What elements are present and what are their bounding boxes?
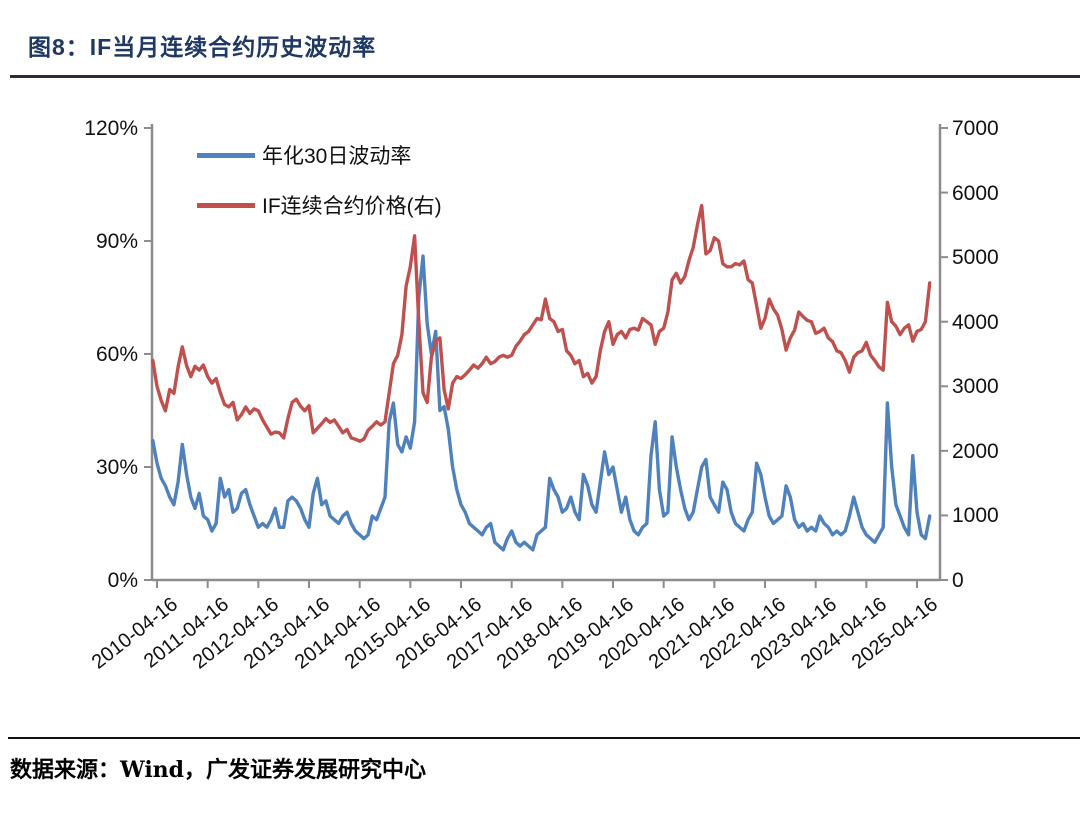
volatility-line-swatch	[197, 152, 255, 158]
right-axis-label: 3000	[952, 375, 999, 399]
right-axis-label: 7000	[952, 117, 999, 140]
legend-label-volatility: 年化30日波动率	[262, 145, 412, 168]
left-axis-label: 90%	[95, 230, 138, 253]
volatility-line	[151, 254, 932, 552]
legend: 年化30日波动率 IF连续合约价格(右)	[197, 130, 442, 230]
chart-region: 0% 30% 60% 90% 120% 0 1000 2000 3000 4000 5000 6000…	[84, 117, 999, 674]
legend-item-price: IF连续合约价格(右)	[197, 180, 442, 230]
left-axis-label: 60%	[95, 343, 138, 366]
footer-rule	[8, 737, 1080, 739]
data-source-note: 数据来源：Wind，广发证券发展研究中心	[10, 757, 427, 783]
right-axis-label: 1000	[952, 504, 999, 528]
right-axis-label: 4000	[952, 310, 999, 334]
right-axis-label: 6000	[952, 181, 999, 205]
title-rule	[10, 75, 1080, 78]
plot-area	[144, 124, 948, 588]
right-axis-label: 0	[952, 569, 964, 592]
price-line-swatch	[197, 202, 255, 208]
left-axis-label: 120%	[84, 117, 138, 140]
price-line	[151, 203, 932, 443]
right-axis-label: 2000	[952, 439, 999, 463]
left-axis-label: 30%	[95, 456, 138, 479]
legend-label-price: IF连续合约价格(右)	[262, 195, 442, 218]
legend-item-volatility: 年化30日波动率	[197, 130, 442, 180]
figure-title: 图8：IF当月连续合约历史波动率	[28, 34, 377, 60]
left-axis-label: 0%	[107, 569, 138, 592]
right-axis-label: 5000	[952, 246, 999, 270]
